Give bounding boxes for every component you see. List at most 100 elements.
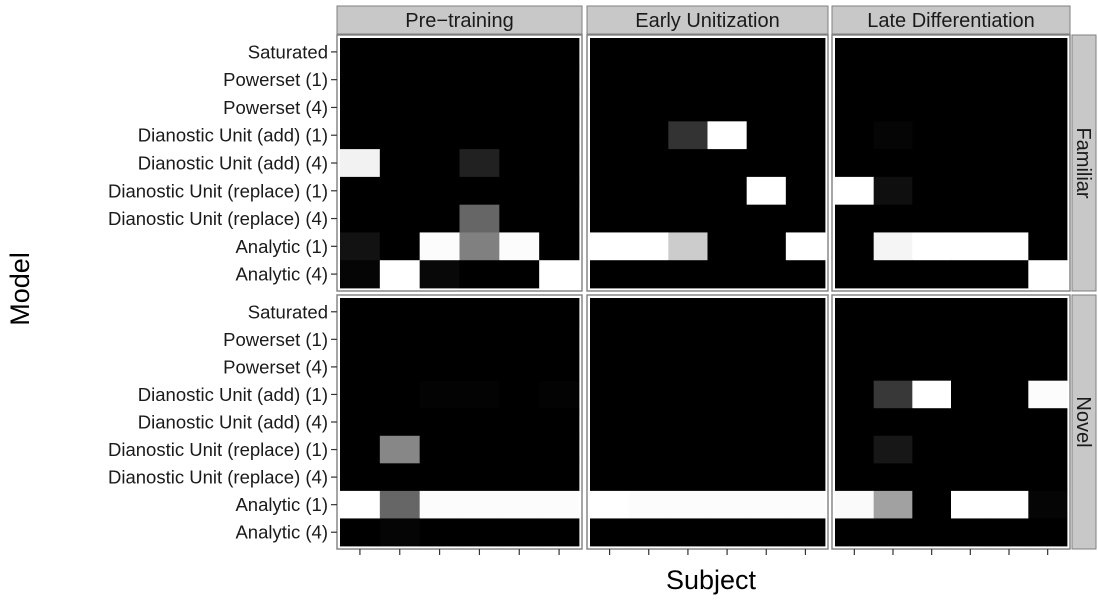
heatmap-cell [499, 65, 540, 94]
heatmap-cell [951, 353, 991, 382]
heatmap-cell [539, 176, 580, 206]
heatmap-cell [499, 260, 540, 289]
heatmap-cell [668, 380, 708, 409]
heatmap-cell [340, 435, 381, 464]
heatmap-cell [951, 463, 991, 492]
heatmap-cell [379, 93, 421, 122]
heatmap-cell [419, 408, 460, 437]
heatmap-cell [835, 93, 875, 122]
heatmap-cell [951, 38, 991, 67]
heatmap-cell [340, 121, 381, 150]
heatmap-cell [746, 518, 787, 547]
heatmap-cell [379, 490, 421, 519]
heatmap-cell [835, 176, 875, 206]
heatmap-cell [1028, 93, 1068, 122]
heatmap-cell [873, 298, 913, 326]
y-tick-label: Powerset (4) [223, 97, 328, 118]
heatmap-cell [590, 149, 630, 178]
heatmap-cell [746, 121, 787, 150]
heatmap-cell [951, 518, 991, 547]
heatmap-cell [379, 176, 421, 206]
heatmap-cell [989, 232, 1029, 261]
heatmap-cell [629, 260, 669, 289]
heatmap-cell [746, 149, 787, 178]
heatmap-cell [459, 260, 500, 289]
heatmap-cell [499, 176, 540, 206]
heatmap-cell [340, 65, 381, 94]
heatmap-cell [459, 232, 500, 261]
heatmap-cell [873, 408, 913, 437]
heatmap-cell [340, 380, 381, 409]
y-tick-label: Dianostic Unit (replace) (4) [108, 467, 328, 488]
heatmap-cell [668, 435, 708, 464]
heatmap-cell [499, 380, 540, 409]
heatmap-cell [379, 408, 421, 437]
y-tick-label: Analytic (1) [235, 236, 328, 257]
heatmap-cell [912, 353, 952, 382]
heatmap-cell [873, 435, 913, 464]
heatmap-cell [499, 408, 540, 437]
heatmap-cell [873, 204, 913, 233]
heatmap-cell [459, 463, 500, 492]
heatmap-cell [835, 380, 875, 409]
heatmap-cell [746, 38, 787, 67]
heatmap-cell [340, 93, 381, 122]
heatmap-cell [539, 204, 580, 233]
heatmap-cell [835, 38, 875, 67]
heatmap-cell [539, 260, 580, 289]
heatmap-cell [539, 408, 580, 437]
heatmap-cell [785, 149, 826, 178]
heatmap-cell [707, 435, 748, 464]
heatmap-cell [785, 353, 826, 382]
heatmap-cell [668, 353, 708, 382]
heatmap-cell [629, 149, 669, 178]
heatmap-cell [340, 260, 381, 289]
heatmap-cell [912, 93, 952, 122]
heatmap-cell [707, 121, 748, 150]
heatmap-cell [1028, 204, 1068, 233]
heatmap-cell [989, 149, 1029, 178]
x-axis [359, 549, 1049, 555]
heatmap-cell [590, 176, 630, 206]
heatmap-cell [873, 260, 913, 289]
heatmap-cell [707, 176, 748, 206]
heatmap-cell [419, 93, 460, 122]
heatmap-cell [707, 408, 748, 437]
heatmap-cell [668, 232, 708, 261]
heatmap-cell [835, 463, 875, 492]
heatmap-cell [746, 490, 787, 519]
heatmap-cell [668, 260, 708, 289]
heatmap-cell [419, 232, 460, 261]
heatmap-cell [912, 518, 952, 547]
heatmap-cell [989, 325, 1029, 354]
heatmap-cell [746, 93, 787, 122]
heatmap-cell [746, 380, 787, 409]
heatmap-cell [668, 408, 708, 437]
heatmap-cell [989, 490, 1029, 519]
heatmap-cell [989, 463, 1029, 492]
heatmap-cell [707, 204, 748, 233]
facet-strip-row-label: Novel [1072, 396, 1094, 447]
heatmap-cell [459, 65, 500, 94]
heatmap-cell [668, 204, 708, 233]
heatmap-cell [419, 325, 460, 354]
heatmap-cell [668, 518, 708, 547]
heatmap-cell [340, 232, 381, 261]
heatmap-cell [459, 149, 500, 178]
heatmap-cell [459, 380, 500, 409]
y-tick-label: Dianostic Unit (add) (4) [138, 412, 328, 433]
facet-strip-row-label: Familiar [1072, 127, 1094, 198]
heatmap-cell [746, 435, 787, 464]
heatmap-cell [707, 380, 748, 409]
heatmap-cell [419, 149, 460, 178]
heatmap-cell [629, 463, 669, 492]
heatmap-cell [340, 149, 381, 178]
panel-grid [336, 34, 1071, 550]
heatmap-cell [1028, 149, 1068, 178]
heatmap-cell [912, 149, 952, 178]
heatmap-cell [912, 490, 952, 519]
heatmap-cell [1028, 353, 1068, 382]
heatmap-cell [707, 325, 748, 354]
heatmap-cell [835, 490, 875, 519]
heatmap-cell [1028, 435, 1068, 464]
